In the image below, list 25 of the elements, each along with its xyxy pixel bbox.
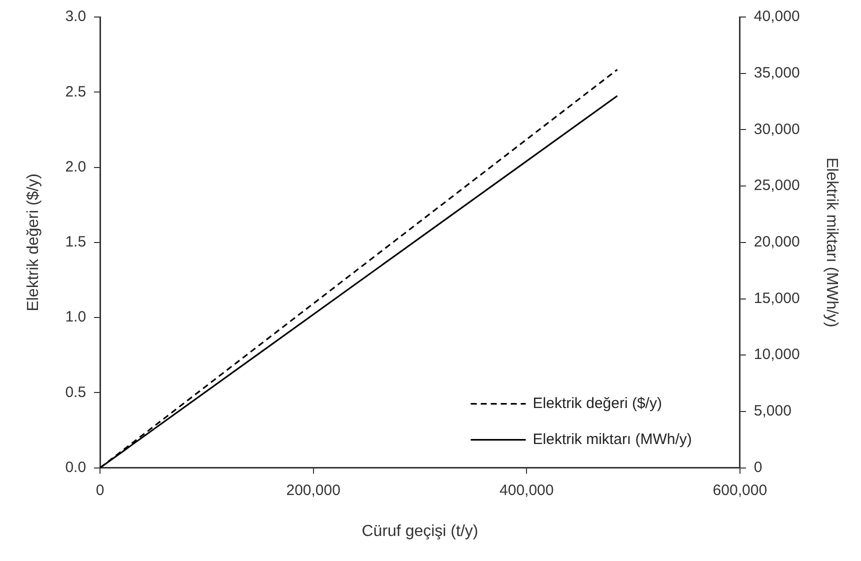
y2-tick-label: 35,000: [754, 64, 800, 82]
x-tick-label: 0: [96, 482, 104, 499]
y2-tick-label: 5,000: [754, 402, 792, 420]
y2-tick-label: 30,000: [754, 120, 800, 138]
y2-tick-label: 20,000: [754, 234, 800, 251]
legend-label: Elektrik değeri ($/y): [532, 394, 662, 412]
y2-tick-label: 0: [754, 458, 762, 476]
x-tick-label: 200,000: [286, 482, 340, 499]
y-tick-label: 1.0: [65, 308, 86, 326]
y2-tick-label: 15,000: [754, 290, 800, 307]
y2-tick-label: 25,000: [754, 177, 800, 194]
y-tick-label: 0.0: [65, 458, 86, 476]
x-tick-label: 400,000: [500, 482, 554, 499]
legend-label: Elektrik miktarı (MWh/y): [532, 430, 692, 448]
x-tick-label: 600,000: [712, 482, 768, 499]
x-axis-title: Cüruf geçişi (t/y): [362, 522, 478, 540]
y2-axis-title: Elektrik miktarı (MWh/y): [822, 158, 840, 328]
y-axis-title: Elektrik değeri ($/y): [25, 173, 42, 312]
y2-tick-label: 40,000: [754, 8, 800, 26]
y-tick-label: 2.5: [65, 83, 86, 100]
y2-tick-label: 10,000: [754, 346, 800, 364]
y-tick-label: 0.5: [65, 384, 86, 401]
y-tick-label: 3.0: [65, 8, 86, 26]
y-tick-label: 1.5: [65, 234, 86, 251]
y-tick-label: 2.0: [65, 158, 86, 176]
